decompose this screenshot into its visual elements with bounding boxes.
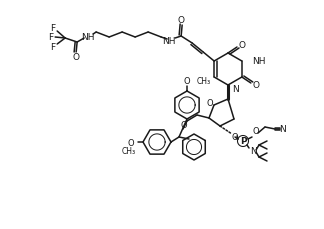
- Text: O: O: [73, 53, 80, 62]
- Text: NH: NH: [81, 32, 95, 41]
- Text: O: O: [238, 41, 246, 50]
- Text: P: P: [240, 137, 246, 146]
- Text: NH: NH: [162, 37, 176, 46]
- Text: F: F: [49, 32, 54, 41]
- Text: CH₃: CH₃: [197, 77, 211, 86]
- Text: F: F: [51, 43, 56, 52]
- Text: N: N: [280, 125, 286, 134]
- Text: O: O: [232, 133, 238, 142]
- Text: N: N: [251, 147, 257, 156]
- Text: O: O: [184, 77, 190, 86]
- Text: O: O: [207, 98, 213, 107]
- Text: CH₃: CH₃: [122, 146, 136, 155]
- Text: O: O: [253, 127, 259, 136]
- Text: O: O: [178, 15, 185, 25]
- Text: O: O: [181, 121, 187, 130]
- Text: N: N: [232, 85, 239, 94]
- Text: F: F: [51, 23, 56, 32]
- Text: O: O: [252, 81, 259, 90]
- Text: NH: NH: [252, 57, 265, 66]
- Text: O: O: [128, 138, 134, 147]
